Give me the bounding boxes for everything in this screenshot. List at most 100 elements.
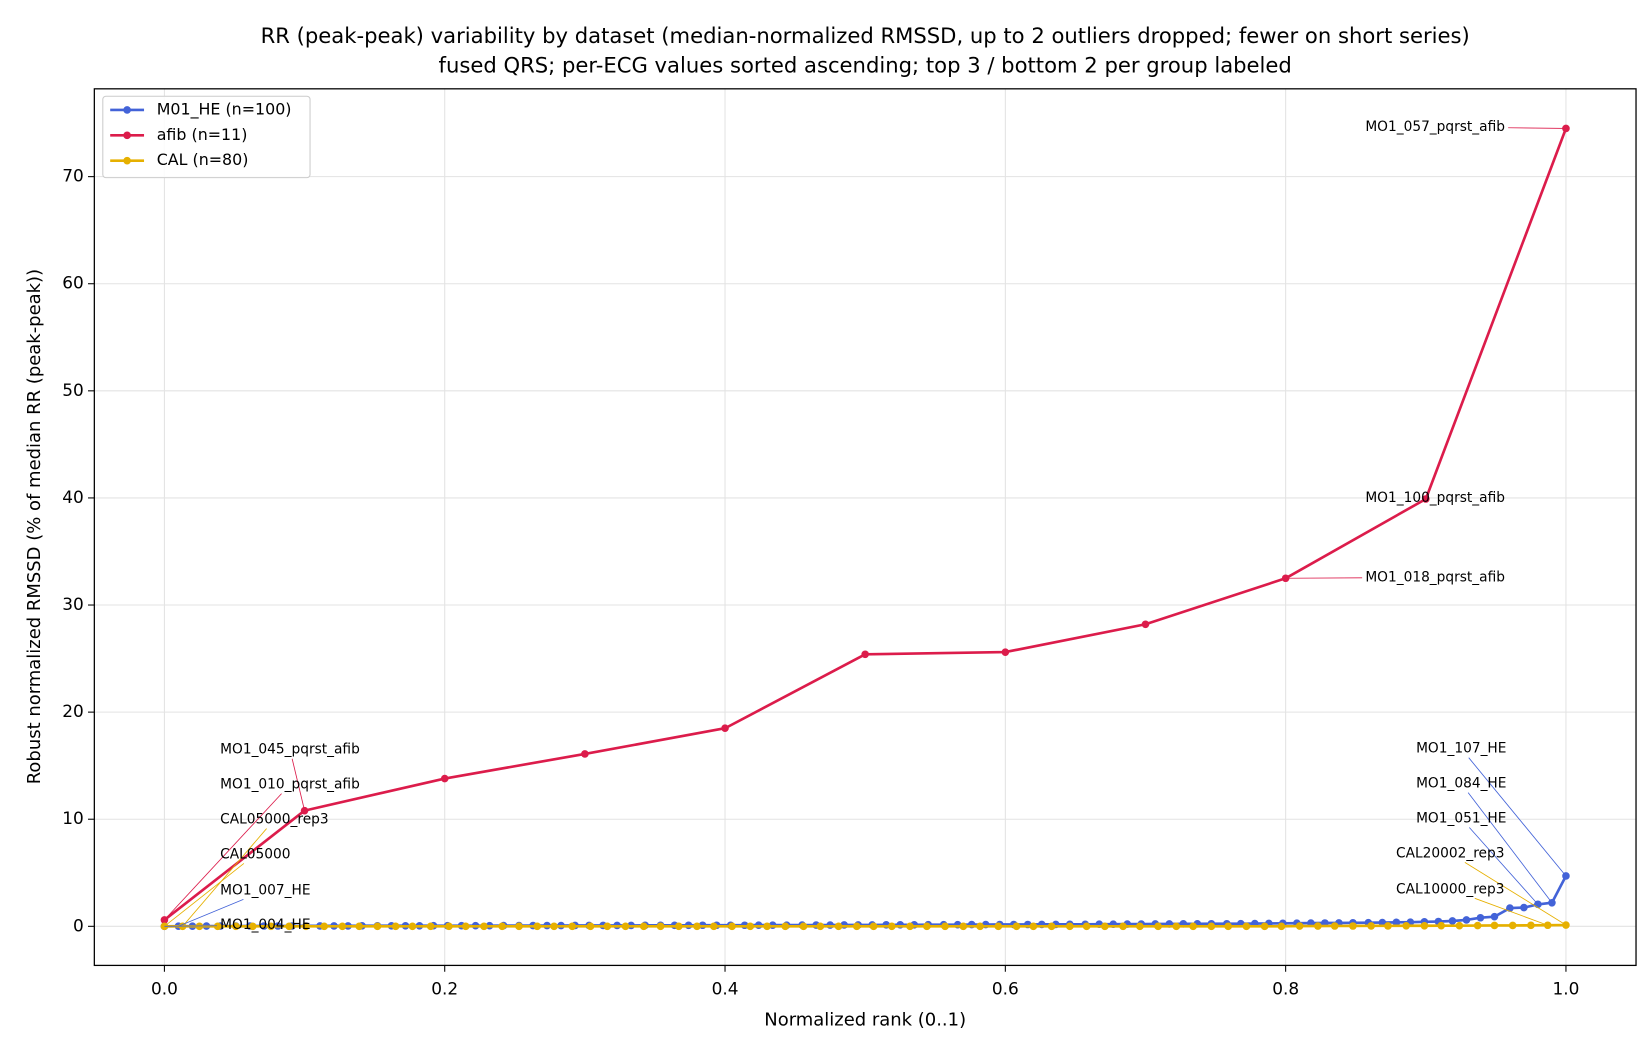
- x-axis-label: Normalized rank (0..1): [764, 1009, 966, 1030]
- data-point: [1384, 922, 1392, 930]
- legend-marker: [123, 156, 131, 165]
- x-tick-label: 0.2: [431, 979, 458, 999]
- data-point: [976, 922, 984, 931]
- data-point: [1141, 620, 1150, 629]
- data-point: [1462, 916, 1471, 924]
- x-tick-label: 0.4: [712, 979, 739, 999]
- data-point: [248, 922, 257, 931]
- data-point: [1012, 922, 1021, 931]
- data-point: [639, 922, 648, 931]
- data-point: [1378, 918, 1387, 927]
- annotation: MO1_084_HE: [1416, 776, 1506, 792]
- data-point: [1508, 921, 1517, 930]
- annotation: MO1_010_pqrst_afib: [220, 777, 360, 793]
- annotation: MO1_051_HE: [1416, 810, 1506, 826]
- data-point: [1330, 922, 1339, 930]
- annotation-leader: [291, 758, 305, 811]
- data-point: [1527, 921, 1535, 930]
- annotation-leader: [1474, 897, 1548, 926]
- y-tick-label: 60: [62, 273, 84, 293]
- data-point: [285, 922, 293, 931]
- data-point: [302, 922, 310, 931]
- data-point: [1448, 917, 1457, 925]
- annotation-leader: [182, 828, 267, 927]
- x-tick-label: 0.0: [151, 979, 178, 999]
- data-point: [1314, 922, 1322, 930]
- data-point: [834, 922, 843, 931]
- data-point: [1349, 922, 1357, 930]
- legend-box: [102, 95, 311, 179]
- legend-label: afib (n=11): [157, 125, 248, 144]
- data-point: [355, 922, 364, 931]
- data-point: [656, 922, 665, 931]
- data-point: [515, 922, 523, 931]
- data-point: [1455, 921, 1464, 930]
- data-point: [603, 922, 612, 931]
- data-point: [959, 922, 968, 931]
- data-point: [1490, 912, 1499, 921]
- y-tick-label: 70: [62, 166, 84, 186]
- data-point: [408, 922, 417, 931]
- data-point: [1420, 921, 1429, 930]
- data-point: [586, 922, 595, 931]
- data-point: [852, 922, 861, 931]
- data-point: [1119, 922, 1127, 931]
- data-point: [1224, 922, 1232, 931]
- data-point: [721, 724, 729, 732]
- data-point: [1520, 903, 1528, 912]
- annotation: CAL10000_rep3: [1396, 881, 1504, 897]
- data-point: [440, 774, 449, 783]
- legend-marker: [123, 131, 131, 140]
- annotation-leader: [164, 863, 245, 927]
- data-point: [1437, 921, 1446, 930]
- data-point: [1402, 921, 1410, 930]
- data-point: [568, 922, 577, 931]
- annotation: MO1_100_pqrst_afib: [1365, 490, 1505, 506]
- y-tick-label: 10: [62, 808, 84, 828]
- data-point: [445, 922, 453, 931]
- data-point: [746, 922, 755, 931]
- data-point: [581, 750, 589, 758]
- data-point: [426, 922, 435, 931]
- annotation: CAL20002_rep3: [1396, 845, 1504, 861]
- data-point: [1029, 922, 1038, 931]
- data-point: [1476, 913, 1485, 922]
- data-point: [799, 922, 808, 931]
- x-tick-label: 0.8: [1272, 979, 1299, 999]
- data-point: [763, 922, 771, 931]
- data-point: [816, 922, 825, 931]
- annotation: CAL05000: [220, 846, 290, 862]
- data-point: [550, 922, 558, 931]
- data-point: [1242, 922, 1251, 931]
- data-point: [781, 922, 790, 931]
- data-point: [232, 922, 240, 931]
- y-tick-label: 30: [62, 594, 84, 614]
- data-point: [338, 922, 347, 931]
- y-tick-label: 0: [73, 915, 84, 935]
- data-point: [728, 922, 736, 931]
- data-point: [480, 922, 488, 931]
- data-point: [1392, 918, 1401, 927]
- data-point: [1367, 922, 1375, 930]
- annotation-leader: [178, 898, 244, 927]
- legend-label: M01_HE (n=100): [157, 99, 292, 119]
- data-point: [1490, 921, 1499, 930]
- annotation-leader: [1469, 827, 1539, 905]
- data-point: [1548, 898, 1556, 907]
- chart-subtitle: fused QRS; per-ECG values sorted ascendi…: [439, 53, 1292, 78]
- data-point: [861, 650, 869, 659]
- y-tick-label: 40: [62, 487, 84, 507]
- data-point: [674, 922, 683, 931]
- data-point: [1082, 922, 1091, 931]
- data-point: [923, 922, 931, 931]
- annotation-leader: [164, 793, 282, 921]
- chart-title: RR (peak-peak) variability by dataset (m…: [261, 23, 1470, 48]
- annotation: MO1_007_HE: [220, 882, 310, 898]
- annotation-leader: [1464, 862, 1567, 926]
- data-point: [1260, 922, 1269, 931]
- data-point: [213, 922, 222, 931]
- data-point: [906, 922, 914, 931]
- annotation: MO1_018_pqrst_afib: [1365, 569, 1505, 585]
- x-tick-label: 1.0: [1553, 979, 1580, 999]
